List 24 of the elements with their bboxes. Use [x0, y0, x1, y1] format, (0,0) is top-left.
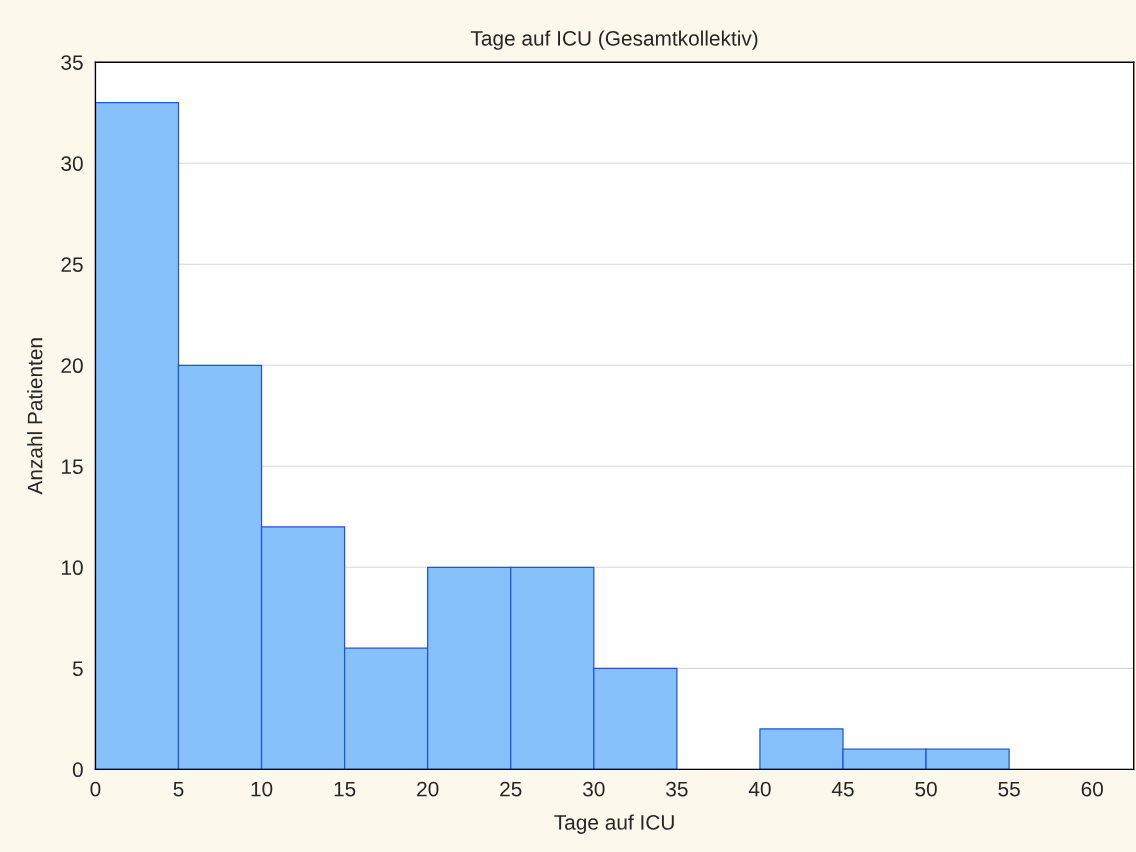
y-tick-label: 25 [61, 257, 83, 272]
x-tick-label: 25 [500, 781, 522, 797]
x-tick-label: 15 [334, 781, 356, 797]
x-tick-label: 35 [666, 781, 688, 797]
y-axis-title: Anzahl Patienten [27, 338, 43, 495]
x-tick-label: 45 [831, 781, 854, 797]
x-tick-label: 30 [583, 781, 605, 797]
x-tick-label: 0 [90, 781, 101, 797]
x-tick-label: 50 [915, 781, 937, 797]
chart-title: Tage auf ICU (Gesamtkollektiv) [470, 30, 758, 50]
x-tick-label: 40 [748, 781, 771, 797]
y-tick-label: 30 [61, 156, 83, 171]
x-tick-label: 5 [173, 781, 184, 797]
x-tick-label: 60 [1081, 781, 1103, 797]
y-tick-label: 0 [72, 762, 83, 778]
y-tick-label: 20 [61, 358, 83, 374]
x-tick-label: 20 [417, 781, 439, 797]
x-tick-label: 10 [251, 781, 273, 797]
y-tick-label: 10 [62, 560, 83, 576]
y-tick-label: 5 [72, 661, 83, 677]
x-tick-label: 55 [998, 781, 1020, 797]
x-axis-title: Tage auf ICU [554, 814, 674, 834]
y-tick-label: 15 [62, 459, 83, 475]
y-tick-label: 35 [61, 55, 83, 70]
